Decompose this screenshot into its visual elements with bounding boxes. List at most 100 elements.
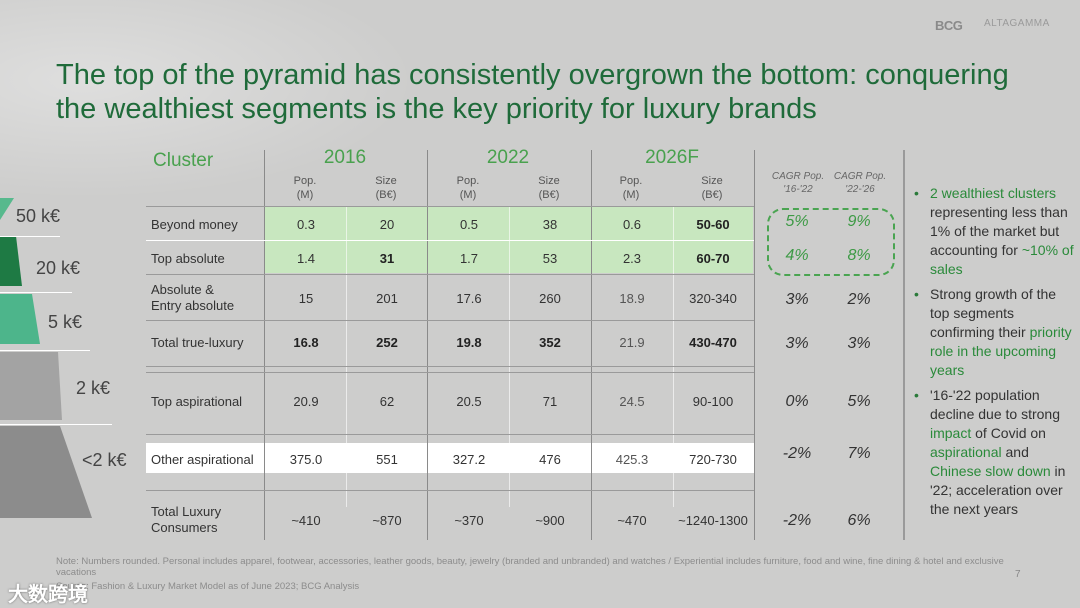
table-cell: 551 bbox=[376, 452, 398, 467]
pyramid-tier-20k bbox=[0, 236, 22, 286]
cagr-cell: 3% bbox=[785, 335, 809, 352]
table-cell: 16.8 bbox=[293, 335, 319, 350]
row-divider bbox=[146, 372, 754, 373]
table-cell: 20.5 bbox=[456, 394, 482, 409]
table-cell: 201 bbox=[376, 291, 398, 306]
cagr-cell: 6% bbox=[847, 512, 871, 529]
table-cell: 90-100 bbox=[692, 394, 734, 409]
table-cell: 1.4 bbox=[296, 251, 316, 266]
size-subheader: Size (B€) bbox=[701, 175, 723, 201]
table-cell: ~900 bbox=[535, 513, 565, 528]
row-label-absolute-entry: Absolute & Entry absolute bbox=[151, 282, 235, 313]
table-cell: 352 bbox=[539, 335, 561, 350]
row-divider bbox=[146, 366, 754, 367]
row-label-top-aspirational: Top aspirational bbox=[151, 394, 243, 409]
table-cell: 1.7 bbox=[459, 251, 479, 266]
table-cell: 17.6 bbox=[456, 291, 482, 306]
table-cell: ~470 bbox=[617, 513, 647, 528]
bullet-highlight: Chinese slow down bbox=[930, 463, 1051, 479]
row-divider bbox=[146, 240, 754, 241]
bullet-item: '16-'22 population decline due to strong… bbox=[910, 386, 1075, 519]
cagr-22-26-header: CAGR Pop. '22-'26 bbox=[833, 171, 887, 195]
table-cell: 0.6 bbox=[622, 217, 642, 232]
table-cell: 375.0 bbox=[289, 452, 323, 467]
row-divider bbox=[146, 490, 754, 491]
cagr-cell: 9% bbox=[847, 213, 871, 230]
inner-divider bbox=[673, 207, 674, 507]
cagr-cell: 8% bbox=[847, 247, 871, 264]
table-cell: ~1240-1300 bbox=[678, 513, 748, 528]
wealth-pyramid bbox=[0, 198, 92, 518]
footnote: Note: Numbers rounded. Personal includes… bbox=[56, 556, 1004, 578]
bullet-text: of Covid on bbox=[971, 425, 1046, 441]
row-label-top-absolute: Top absolute bbox=[151, 251, 225, 266]
pyramid-tier-50k bbox=[0, 198, 14, 220]
altagamma-logo: ALTAGAMMA bbox=[984, 18, 1050, 29]
table-cell: 20.9 bbox=[293, 394, 319, 409]
top-segments-highlight-box bbox=[767, 208, 895, 276]
table-cell: 425.3 bbox=[615, 452, 649, 467]
cagr-cell: 0% bbox=[785, 393, 809, 410]
column-divider bbox=[264, 150, 265, 540]
pop-subheader: Pop. (M) bbox=[619, 175, 643, 201]
table-cell: 327.2 bbox=[452, 452, 486, 467]
pop-subheader: Pop. (M) bbox=[456, 175, 480, 201]
bullet-item: 2 wealthiest clusters representing less … bbox=[910, 184, 1075, 279]
column-divider bbox=[754, 150, 755, 540]
table-cell: 720-730 bbox=[689, 452, 737, 467]
bullet-highlight: impact bbox=[930, 425, 972, 441]
pyramid-divider bbox=[0, 236, 60, 237]
background-texture bbox=[0, 0, 420, 200]
table-cell: 430-470 bbox=[689, 335, 737, 350]
bcg-logo: BCG bbox=[935, 18, 963, 33]
highlight-other-aspirational bbox=[146, 443, 754, 473]
page-number: 7 bbox=[1015, 569, 1021, 580]
cagr-cell: -2% bbox=[782, 445, 812, 462]
row-divider bbox=[146, 434, 754, 435]
pyramid-tier-5k bbox=[0, 294, 40, 344]
table-cell: 60-70 bbox=[696, 251, 730, 266]
table-cell: 15 bbox=[298, 291, 314, 306]
inner-divider bbox=[346, 207, 347, 507]
row-label-other-aspirational: Other aspirational bbox=[151, 452, 254, 467]
cluster-header: Cluster bbox=[153, 150, 214, 171]
key-takeaways: 2 wealthiest clusters representing less … bbox=[910, 184, 1075, 521]
cagr-cell: 3% bbox=[847, 335, 871, 352]
table-cell: 21.9 bbox=[619, 335, 645, 350]
inner-divider bbox=[509, 207, 510, 507]
bullet-text: Strong growth of the top segments confir… bbox=[930, 286, 1057, 340]
table-cell: 20 bbox=[379, 217, 395, 232]
table-cell: ~870 bbox=[372, 513, 402, 528]
row-label-total-luxury-consumers: Total Luxury Consumers bbox=[151, 504, 222, 535]
table-cell: 260 bbox=[539, 291, 561, 306]
cagr-cell: -2% bbox=[782, 512, 812, 529]
bullet-item: Strong growth of the top segments confir… bbox=[910, 285, 1075, 380]
cagr-cell: 5% bbox=[785, 213, 809, 230]
size-subheader: Size (B€) bbox=[538, 175, 560, 201]
row-label-total-true-luxury: Total true-luxury bbox=[151, 335, 244, 350]
pyramid-tier-lt2k bbox=[0, 426, 92, 518]
source-note: Source: Fashion & Luxury Market Model as… bbox=[56, 581, 360, 592]
year-2016-header: 2016 bbox=[323, 147, 367, 168]
table-cell: 476 bbox=[539, 452, 561, 467]
table-cell: 38 bbox=[542, 217, 558, 232]
table-cell: 24.5 bbox=[619, 394, 645, 409]
table-cell: 320-340 bbox=[689, 291, 737, 306]
table-cell: 62 bbox=[379, 394, 395, 409]
bullet-highlight: 2 wealthiest clusters bbox=[930, 185, 1057, 201]
cagr-16-22-header: CAGR Pop. '16-'22 bbox=[771, 171, 825, 195]
cagr-cell: 5% bbox=[847, 393, 871, 410]
table-cell: 0.3 bbox=[296, 217, 316, 232]
year-2022-header: 2022 bbox=[486, 147, 530, 168]
pyramid-tier-2k bbox=[0, 352, 62, 420]
cagr-cell: 3% bbox=[785, 291, 809, 308]
column-divider bbox=[427, 150, 428, 540]
bullet-text: '16-'22 population decline due to strong bbox=[930, 387, 1060, 422]
row-divider bbox=[146, 320, 754, 321]
table-cell: 50-60 bbox=[696, 217, 730, 232]
table-cell: 31 bbox=[379, 251, 395, 266]
pyramid-label-20k: 20 k€ bbox=[36, 258, 81, 278]
row-divider bbox=[146, 274, 754, 275]
cagr-cell: 4% bbox=[785, 247, 809, 264]
watermark: 大数跨境 bbox=[8, 584, 88, 606]
